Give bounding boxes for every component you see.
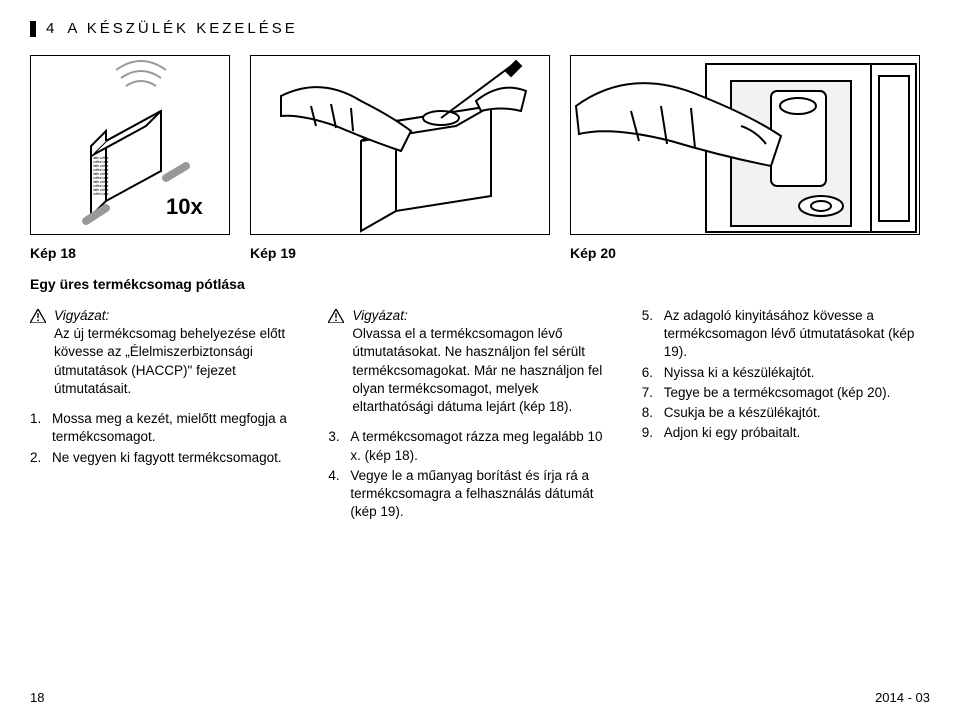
- warning-icon: [30, 309, 46, 323]
- header-bar-icon: [30, 21, 36, 37]
- item-text: Az adagoló kinyitásához kövesse a termék…: [664, 307, 930, 362]
- chapter-header: 4 A KÉSZÜLÉK KEZELÉSE: [30, 20, 930, 37]
- warning-block-2: Vigyázat: Olvassa el a termékcsomagon lé…: [328, 307, 611, 416]
- carton-write-icon: [251, 56, 551, 236]
- figure-label-18: Kép 18: [30, 245, 230, 261]
- warning-text-2: Vigyázat: Olvassa el a termékcsomagon lé…: [352, 307, 611, 416]
- item-text: Vegye le a műanyag borítást és írja rá a…: [350, 467, 611, 522]
- warning-body: Olvassa el a termékcsomagon lévő útmutat…: [352, 325, 611, 416]
- item-number: 3.: [328, 428, 344, 464]
- figure-label-19: Kép 19: [250, 245, 550, 261]
- figure-18: latte coffeecoffee latte latte coffeecof…: [30, 55, 230, 235]
- figure-labels: Kép 18 Kép 19 Kép 20: [30, 245, 930, 261]
- figure-label-20: Kép 20: [570, 245, 920, 261]
- warning-icon: [328, 309, 344, 323]
- item-text: A termékcsomagot rázza meg legalább 10 x…: [350, 428, 611, 464]
- item-number: 6.: [642, 364, 658, 382]
- warning-text-1: Vigyázat: Az új termékcsomag behelyezése…: [54, 307, 298, 398]
- item-number: 4.: [328, 467, 344, 522]
- item-number: 9.: [642, 424, 658, 442]
- section-subtitle: Egy üres termékcsomag pótlása: [30, 276, 930, 292]
- list-item: 9. Adjon ki egy próbaitalt.: [642, 424, 930, 442]
- column-1: Vigyázat: Az új termékcsomag behelyezése…: [30, 307, 298, 523]
- warning-title: Vigyázat:: [54, 307, 298, 325]
- list-item: 5. Az adagoló kinyitásához kövesse a ter…: [642, 307, 930, 362]
- tenx-label: 10x: [166, 194, 203, 220]
- figure-20: [570, 55, 920, 235]
- warning-body: Az új termékcsomag behelyezése előtt köv…: [54, 325, 298, 398]
- item-number: 8.: [642, 404, 658, 422]
- instruction-columns: Vigyázat: Az új termékcsomag behelyezése…: [30, 307, 930, 523]
- chapter-number: 4: [46, 20, 57, 37]
- item-text: Nyissa ki a készülékajtót.: [664, 364, 815, 382]
- list-item: 3. A termékcsomagot rázza meg legalább 1…: [328, 428, 611, 464]
- item-number: 1.: [30, 410, 46, 446]
- page-footer: 18 2014 - 03: [30, 690, 930, 705]
- item-text: Mossa meg a kezét, mielőtt megfogja a te…: [52, 410, 298, 446]
- list-item: 6. Nyissa ki a készülékajtót.: [642, 364, 930, 382]
- footer-date: 2014 - 03: [875, 690, 930, 705]
- list-item: 8. Csukja be a készülékajtót.: [642, 404, 930, 422]
- item-text: Csukja be a készülékajtót.: [664, 404, 821, 422]
- chapter-title: A KÉSZÜLÉK KEZELÉSE: [67, 20, 297, 37]
- illustration-row: latte coffeecoffee latte latte coffeecof…: [30, 55, 930, 235]
- figure-19: [250, 55, 550, 235]
- item-number: 5.: [642, 307, 658, 362]
- insert-carton-icon: [571, 56, 921, 236]
- warning-block-1: Vigyázat: Az új termékcsomag behelyezése…: [30, 307, 298, 398]
- item-number: 7.: [642, 384, 658, 402]
- list-item: 7. Tegye be a termékcsomagot (kép 20).: [642, 384, 930, 402]
- item-text: Adjon ki egy próbaitalt.: [664, 424, 801, 442]
- list-item: 1. Mossa meg a kezét, mielőtt megfogja a…: [30, 410, 298, 446]
- page-number: 18: [30, 690, 44, 705]
- warning-title: Vigyázat:: [352, 307, 611, 325]
- list-item: 2. Ne vegyen ki fagyott termékcsomagot.: [30, 449, 298, 467]
- svg-text:coffee latte: coffee latte: [93, 192, 109, 196]
- list-item: 4. Vegye le a műanyag borítást és írja r…: [328, 467, 611, 522]
- item-text: Ne vegyen ki fagyott termékcsomagot.: [52, 449, 282, 467]
- item-text: Tegye be a termékcsomagot (kép 20).: [664, 384, 891, 402]
- item-number: 2.: [30, 449, 46, 467]
- column-2: Vigyázat: Olvassa el a termékcsomagon lé…: [328, 307, 611, 523]
- column-3: 5. Az adagoló kinyitásához kövesse a ter…: [642, 307, 930, 523]
